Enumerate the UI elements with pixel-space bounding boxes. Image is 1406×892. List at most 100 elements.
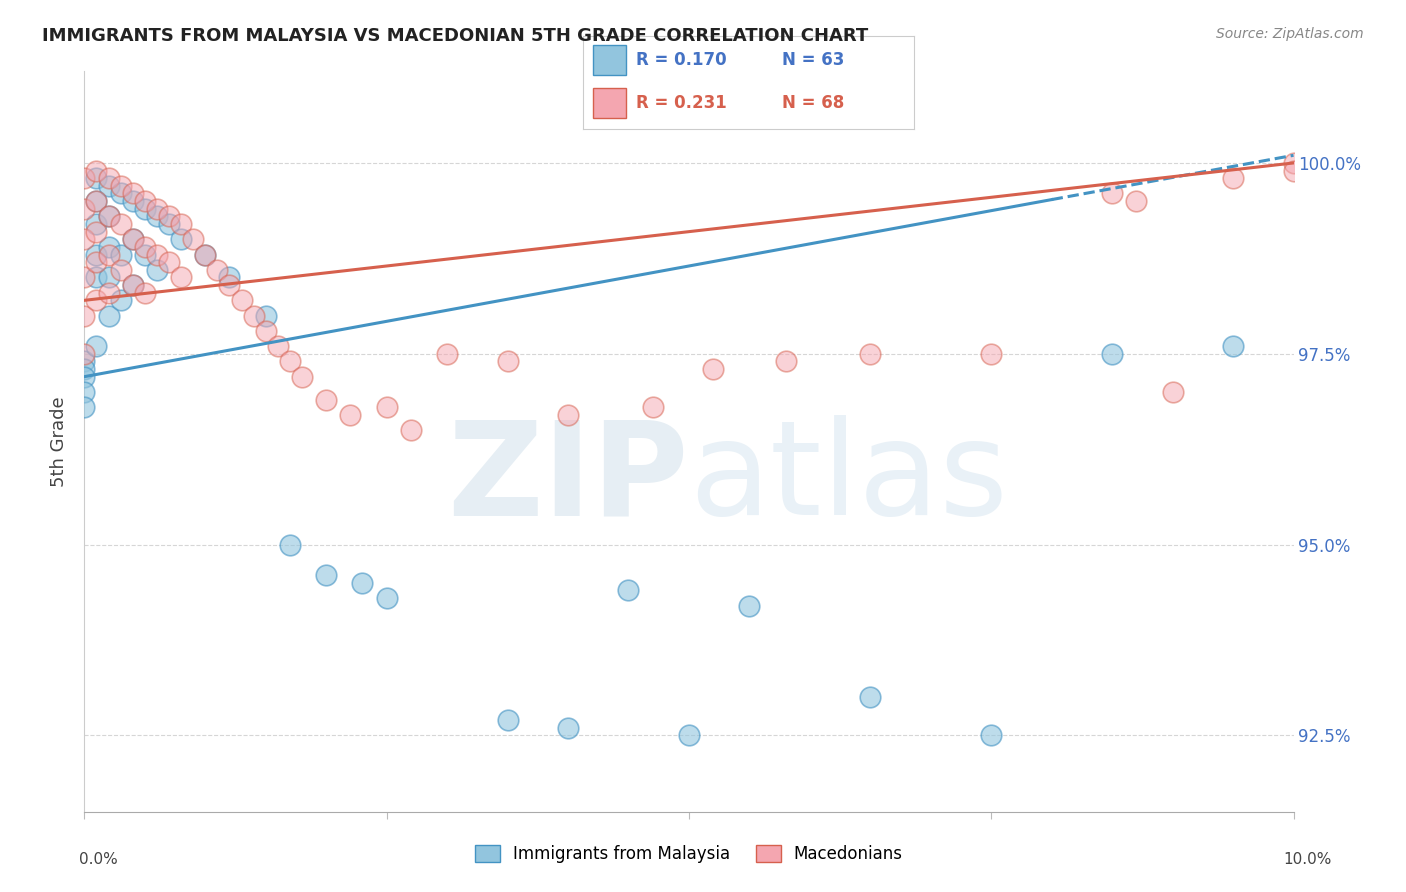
Point: [1222, 171, 1244, 186]
Point: [859, 690, 882, 705]
Point: [278, 538, 301, 552]
Point: [86, 293, 108, 308]
Text: IMMIGRANTS FROM MALAYSIA VS MACEDONIAN 5TH GRADE CORRELATION CHART: IMMIGRANTS FROM MALAYSIA VS MACEDONIAN 5…: [42, 27, 869, 45]
Point: [110, 217, 132, 231]
Point: [134, 285, 156, 300]
Text: N = 63: N = 63: [782, 51, 844, 69]
Point: [617, 583, 640, 598]
Point: [339, 408, 361, 422]
Point: [86, 255, 108, 269]
Point: [121, 278, 143, 293]
Point: [496, 713, 519, 727]
Point: [73, 400, 96, 414]
Point: [86, 163, 108, 178]
Point: [278, 354, 301, 368]
Point: [242, 309, 264, 323]
Point: [194, 247, 217, 261]
Point: [1282, 163, 1305, 178]
Point: [399, 423, 422, 437]
Y-axis label: 5th Grade: 5th Grade: [51, 396, 69, 487]
Point: [86, 247, 108, 261]
Point: [86, 339, 108, 353]
Point: [1222, 339, 1244, 353]
Point: [97, 171, 120, 186]
Point: [170, 217, 193, 231]
Point: [97, 247, 120, 261]
Text: R = 0.231: R = 0.231: [637, 95, 727, 112]
Point: [231, 293, 253, 308]
Point: [73, 171, 96, 186]
Point: [1282, 156, 1305, 170]
Point: [110, 262, 132, 277]
Point: [121, 194, 143, 208]
Point: [97, 240, 120, 254]
Point: [496, 354, 519, 368]
Point: [134, 202, 156, 216]
Point: [73, 202, 96, 216]
Point: [97, 309, 120, 323]
Point: [73, 309, 96, 323]
Point: [738, 599, 761, 613]
Point: [859, 347, 882, 361]
Point: [86, 194, 108, 208]
Point: [73, 270, 96, 285]
Bar: [593, 45, 627, 75]
Point: [557, 721, 579, 735]
Point: [170, 232, 193, 246]
Point: [254, 324, 277, 338]
Point: [97, 210, 120, 224]
Point: [110, 178, 132, 193]
Point: [73, 384, 96, 399]
Text: R = 0.170: R = 0.170: [637, 51, 727, 69]
Point: [315, 392, 337, 407]
Point: [134, 247, 156, 261]
Legend: Immigrants from Malaysia, Macedonians: Immigrants from Malaysia, Macedonians: [468, 838, 910, 870]
Point: [315, 568, 337, 582]
Point: [157, 217, 180, 231]
Point: [557, 408, 579, 422]
Text: Source: ZipAtlas.com: Source: ZipAtlas.com: [1216, 27, 1364, 41]
Point: [157, 255, 180, 269]
Point: [157, 210, 180, 224]
Point: [980, 728, 1002, 742]
Point: [121, 186, 143, 201]
Point: [194, 247, 217, 261]
Point: [291, 369, 314, 384]
Point: [134, 194, 156, 208]
Point: [170, 270, 193, 285]
Point: [73, 354, 96, 368]
Text: 0.0%: 0.0%: [79, 852, 118, 867]
Point: [121, 278, 143, 293]
Point: [254, 309, 277, 323]
Text: ZIP: ZIP: [447, 415, 689, 542]
Point: [702, 362, 724, 376]
Point: [207, 262, 229, 277]
Point: [375, 591, 398, 605]
Point: [375, 400, 398, 414]
Point: [86, 217, 108, 231]
Point: [86, 225, 108, 239]
Point: [97, 270, 120, 285]
Point: [97, 285, 120, 300]
Point: [86, 194, 108, 208]
Point: [218, 270, 240, 285]
Point: [775, 354, 797, 368]
Point: [121, 232, 143, 246]
Point: [436, 347, 458, 361]
Point: [1101, 347, 1123, 361]
Point: [110, 293, 132, 308]
Text: N = 68: N = 68: [782, 95, 844, 112]
Point: [146, 247, 169, 261]
Point: [73, 369, 96, 384]
Point: [146, 262, 169, 277]
Text: 10.0%: 10.0%: [1284, 852, 1331, 867]
Point: [73, 232, 96, 246]
Point: [181, 232, 204, 246]
Point: [267, 339, 290, 353]
Point: [352, 575, 374, 590]
Point: [146, 202, 169, 216]
Point: [1125, 194, 1147, 208]
Point: [73, 347, 96, 361]
Point: [73, 362, 96, 376]
Text: atlas: atlas: [689, 415, 1008, 542]
